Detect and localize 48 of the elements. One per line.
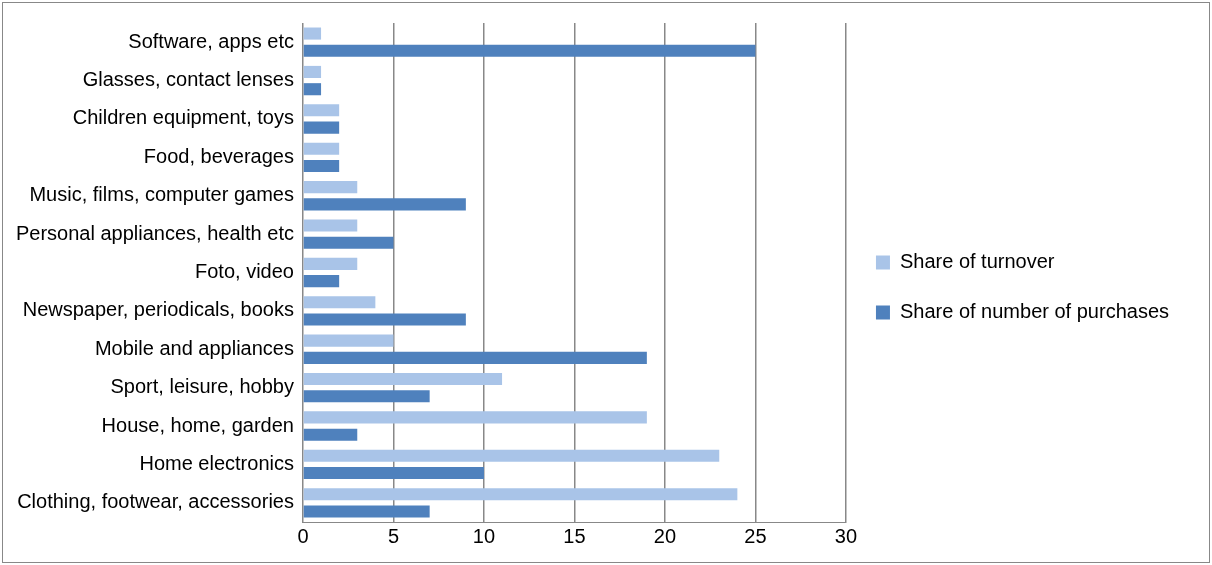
bar: [303, 334, 394, 347]
bar: [303, 104, 340, 117]
bar: [303, 390, 430, 403]
y-tick-label: Glasses, contact lenses: [82, 68, 294, 91]
y-tick-label: Clothing, footwear, accessories: [17, 490, 294, 513]
bar: [303, 275, 340, 288]
bar: [303, 296, 376, 309]
bar: [303, 428, 358, 441]
x-tick-label: 0: [297, 524, 309, 547]
x-tick-label: 10: [472, 524, 496, 547]
bar: [303, 159, 340, 173]
bar: [303, 65, 322, 78]
x-tick-label: 25: [744, 524, 767, 547]
legend-label: Share of number of purchases: [899, 300, 1169, 323]
bar: [303, 181, 358, 194]
y-tick-label: Foto, video: [195, 260, 294, 283]
y-tick-label: Children equipment, toys: [72, 106, 294, 129]
bar: [303, 142, 340, 155]
bar: [303, 44, 756, 57]
bar: [303, 488, 738, 501]
x-tick-label: 20: [653, 524, 677, 547]
y-tick-label: House, home, garden: [101, 413, 294, 436]
bar: [303, 236, 394, 249]
bar: [303, 411, 647, 424]
x-tick-label: 5: [387, 524, 400, 547]
legend-label: Share of turnover: [899, 250, 1055, 273]
y-tick-label: Newspaper, periodicals, books: [22, 298, 294, 321]
bar: [303, 351, 647, 364]
bar: [303, 505, 430, 518]
y-tick-label: Mobile and appliances: [94, 336, 294, 359]
x-tick-label: 30: [834, 524, 858, 547]
y-tick-label: Personal appliances, health etc: [15, 221, 294, 244]
bar: [303, 27, 322, 40]
bar: [303, 372, 503, 386]
bar: [303, 467, 484, 480]
bar: [303, 121, 340, 134]
y-tick-label: Sport, leisure, hobby: [110, 375, 294, 398]
bar: [303, 83, 322, 96]
bar: [303, 449, 720, 462]
y-tick-label: Software, apps etc: [128, 29, 294, 52]
bar: [303, 198, 466, 211]
y-tick-label: Food, beverages: [143, 144, 294, 167]
bar: [303, 257, 358, 270]
bar: [303, 313, 466, 326]
x-tick-label: 15: [563, 524, 586, 547]
y-tick-label: Home electronics: [139, 451, 294, 474]
bar: [303, 219, 358, 232]
y-tick-label: Music, films, computer games: [29, 183, 294, 206]
